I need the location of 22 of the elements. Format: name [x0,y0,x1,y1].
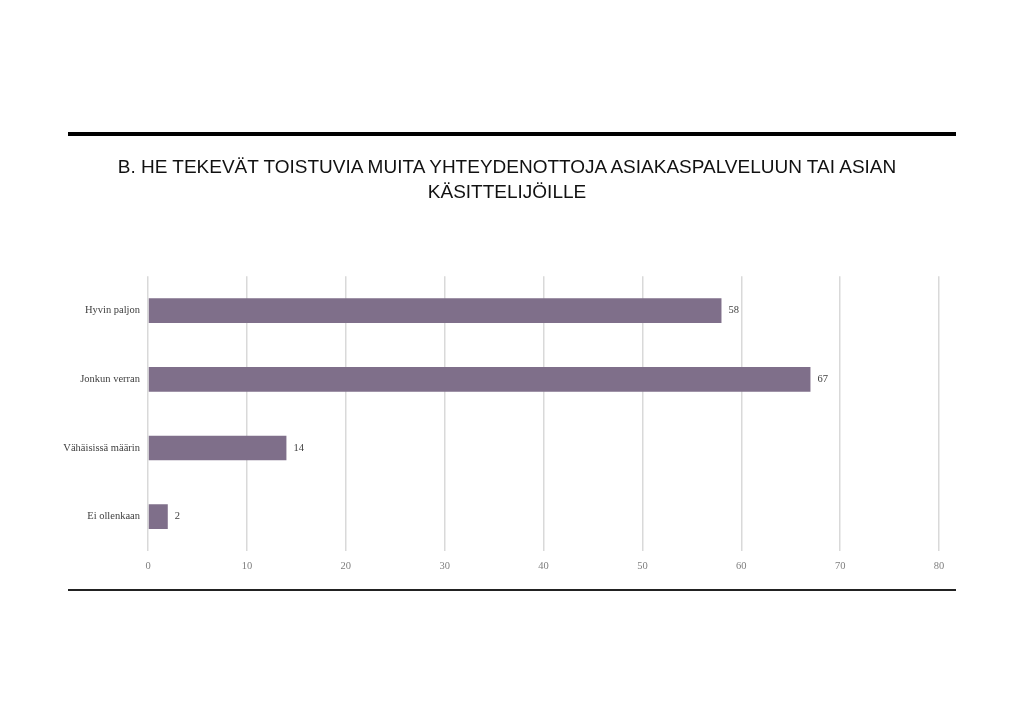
y-tick-label: Vähäisissä määrin [63,441,141,453]
x-tick-label: 80 [933,560,945,572]
x-tick-label: 70 [834,560,846,572]
x-tick-label: 30 [439,560,450,572]
data-label: 14 [293,441,305,453]
y-tick-label: Hyvin paljon [84,304,141,316]
data-label: 58 [728,304,739,316]
x-tick-label: 50 [637,560,648,572]
bar [148,366,811,392]
bar [148,298,722,323]
y-tick-label: Ei ollenkaan [87,510,141,522]
data-label: 67 [817,373,828,385]
bar [148,504,168,530]
chart-title: B. HE TEKEVÄT TOISTUVIA MUITA YHTEYDENOTTOJA ASIAKASPALVELUUN TAI ASIAN KÄSITTELIJÖILLE [116,155,898,204]
x-tick-label: 0 [145,560,151,572]
x-tick-label: 20 [340,560,351,572]
x-tick-label: 40 [538,560,549,572]
y-tick-label: Jonkun verran [80,373,141,385]
x-tick-label: 10 [241,560,253,572]
data-label: 2 [174,510,181,522]
x-tick-label: 60 [736,560,747,572]
bar [148,435,287,461]
